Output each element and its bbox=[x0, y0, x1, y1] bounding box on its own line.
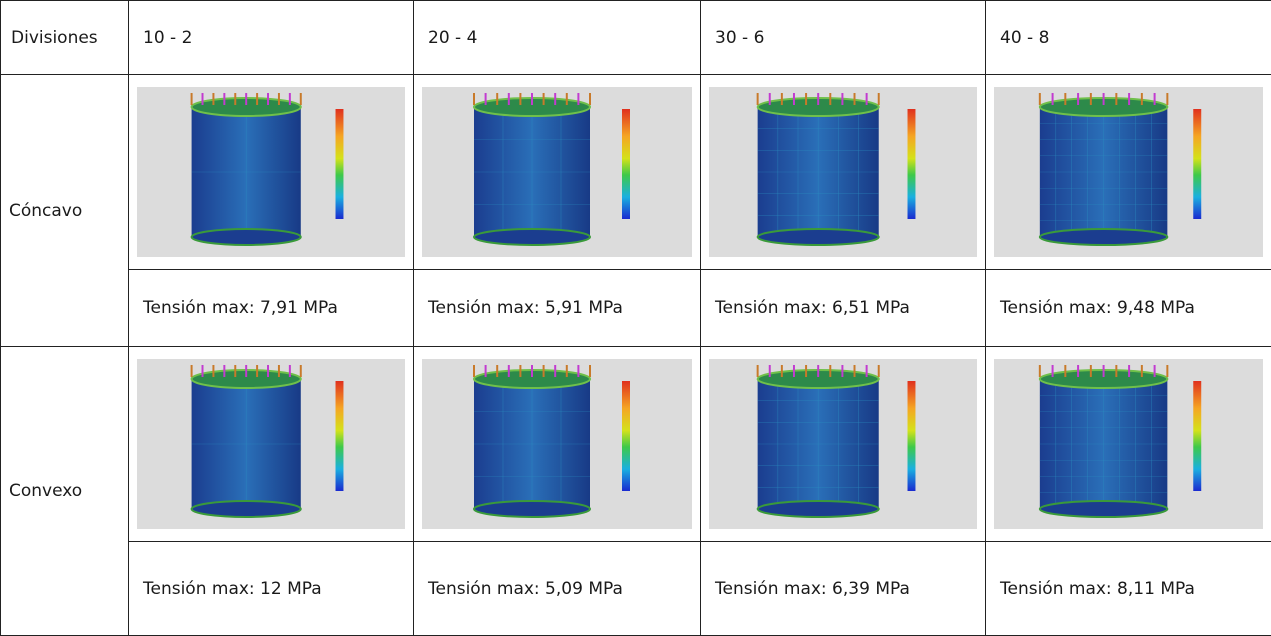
colorbar bbox=[336, 381, 344, 491]
header-cell: 10 - 2 bbox=[129, 1, 414, 75]
image-cell bbox=[129, 75, 414, 270]
simulation-image bbox=[994, 87, 1263, 257]
simulation-image bbox=[422, 359, 692, 529]
page: Divisiones 10 - 2 20 - 4 30 - 6 40 - 8 C… bbox=[0, 0, 1271, 612]
cylinder-bottom bbox=[474, 229, 590, 245]
colorbar bbox=[1193, 109, 1201, 219]
colorbar bbox=[1193, 381, 1201, 491]
result-cell: Tensión max: 6,51 MPa bbox=[701, 270, 986, 347]
image-cell bbox=[986, 75, 1271, 270]
result-cell: Tensión max: 5,91 MPa bbox=[414, 270, 701, 347]
simulation-image bbox=[994, 359, 1263, 529]
row-label: Convexo bbox=[1, 347, 129, 636]
image-cell bbox=[414, 347, 701, 542]
colorbar bbox=[336, 109, 344, 219]
result-row: Tensión max: 7,91 MPa Tensión max: 5,91 … bbox=[1, 270, 1271, 347]
cylinder-bottom bbox=[758, 229, 879, 245]
image-row: Convexo bbox=[1, 347, 1271, 542]
result-cell: Tensión max: 8,11 MPa bbox=[986, 542, 1271, 636]
image-cell bbox=[701, 75, 986, 270]
results-table: Divisiones 10 - 2 20 - 4 30 - 6 40 - 8 C… bbox=[0, 0, 1271, 636]
result-row: Tensión max: 12 MPa Tensión max: 5,09 MP… bbox=[1, 542, 1271, 636]
header-cell: 30 - 6 bbox=[701, 1, 986, 75]
result-cell: Tensión max: 5,09 MPa bbox=[414, 542, 701, 636]
image-cell bbox=[986, 347, 1271, 542]
result-cell: Tensión max: 9,48 MPa bbox=[986, 270, 1271, 347]
cylinder-bottom bbox=[1040, 501, 1168, 517]
header-cell: 20 - 4 bbox=[414, 1, 701, 75]
header-cell: Divisiones bbox=[1, 1, 129, 75]
cylinder-bottom bbox=[474, 501, 590, 517]
cylinder-bottom bbox=[758, 501, 879, 517]
simulation-image bbox=[709, 87, 977, 257]
simulation-image bbox=[422, 87, 692, 257]
header-row: Divisiones 10 - 2 20 - 4 30 - 6 40 - 8 bbox=[1, 1, 1271, 75]
colorbar bbox=[908, 109, 916, 219]
cylinder-bottom bbox=[1040, 229, 1168, 245]
image-row: Cóncavo bbox=[1, 75, 1271, 270]
image-cell bbox=[701, 347, 986, 542]
image-cell bbox=[414, 75, 701, 270]
colorbar bbox=[908, 381, 916, 491]
result-cell: Tensión max: 7,91 MPa bbox=[129, 270, 414, 347]
image-cell bbox=[129, 347, 414, 542]
colorbar bbox=[622, 381, 630, 491]
simulation-image bbox=[137, 359, 405, 529]
simulation-image bbox=[137, 87, 405, 257]
cylinder-bottom bbox=[192, 229, 301, 245]
row-label: Cóncavo bbox=[1, 75, 129, 347]
cylinder-bottom bbox=[192, 501, 301, 517]
header-cell: 40 - 8 bbox=[986, 1, 1271, 75]
result-cell: Tensión max: 12 MPa bbox=[129, 542, 414, 636]
simulation-image bbox=[709, 359, 977, 529]
result-cell: Tensión max: 6,39 MPa bbox=[701, 542, 986, 636]
colorbar bbox=[622, 109, 630, 219]
